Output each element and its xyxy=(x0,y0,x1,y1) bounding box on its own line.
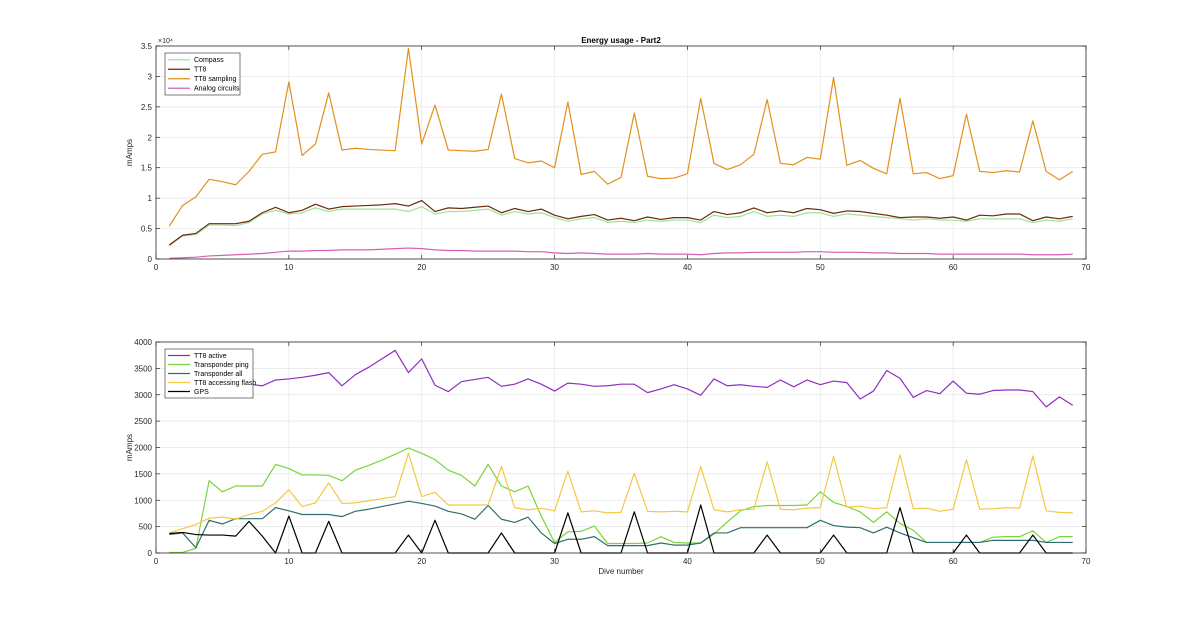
x-tick-label: 30 xyxy=(550,263,559,272)
y-tick-label: 0 xyxy=(148,549,153,558)
y-tick-label: 0.5 xyxy=(141,225,153,234)
legend-entry: TT8 sampling xyxy=(194,76,237,83)
legend-entry: TT8 accessing flash xyxy=(194,380,256,387)
top-axes: 0 10 20 30 40 50 60 70 0 0.5 1 1.5 2 2.5 3 3.5 Energy u… xyxy=(125,36,1091,272)
top-axes-frame xyxy=(155,45,1087,260)
x-tick-label: 10 xyxy=(284,557,293,566)
top-ticks: 0 10 20 30 40 50 60 70 0 0.5 1 1.5 2 2.5 3 3.5 xyxy=(141,42,1091,272)
y-tick-label: 0 xyxy=(148,255,153,264)
top-y-axis-label: mAmps xyxy=(125,139,134,166)
x-tick-label: 10 xyxy=(284,263,293,272)
y-tick-label: 1 xyxy=(148,194,153,203)
top-grid xyxy=(156,46,1086,259)
top-chart-title: Energy usage - Part2 xyxy=(581,36,661,45)
series-line-tt8 xyxy=(168,199,1073,246)
legend-entry: GPS xyxy=(194,389,209,396)
legend-entry: TT8 active xyxy=(194,353,227,360)
top-y-multiplier: ×10⁴ xyxy=(158,38,173,45)
y-tick-label: 1000 xyxy=(134,496,152,505)
bottom-y-axis-label: mAmps xyxy=(125,434,134,461)
top-series-group xyxy=(168,47,1074,259)
x-tick-label: 60 xyxy=(949,557,958,566)
y-tick-label: 3.5 xyxy=(141,42,153,51)
x-tick-label: 70 xyxy=(1082,557,1091,566)
series-line-tt8-active xyxy=(169,349,1074,408)
y-tick-label: 3500 xyxy=(134,364,152,373)
top-plot-area xyxy=(156,46,1086,259)
y-tick-label: 1.5 xyxy=(141,164,153,173)
bottom-axes: 0 10 20 30 40 50 60 70 0 500 1000 1500 2000 2500 3000 3… xyxy=(125,338,1091,576)
bottom-grid xyxy=(156,342,1086,553)
x-tick-label: 40 xyxy=(683,263,692,272)
bottom-x-axis-label: Dive number xyxy=(598,567,644,576)
y-tick-label: 4000 xyxy=(134,338,152,347)
legend-entry: Analog circuits xyxy=(194,86,240,93)
series-line-tt8-sampling xyxy=(168,47,1074,227)
y-tick-label: 2.5 xyxy=(141,103,153,112)
series-line-analog-circuits xyxy=(169,247,1073,259)
x-tick-label: 0 xyxy=(154,263,159,272)
y-tick-label: 2000 xyxy=(134,444,152,453)
x-tick-label: 70 xyxy=(1082,263,1091,272)
y-tick-label: 3 xyxy=(148,72,153,81)
y-tick-label: 2500 xyxy=(134,417,152,426)
x-tick-label: 50 xyxy=(816,263,825,272)
bottom-legend: TT8 active Transponder ping Transponder al… xyxy=(164,348,256,399)
series-line-transponder-ping xyxy=(169,447,1073,554)
legend-entry: Transponder ping xyxy=(194,362,249,369)
series-line-compass xyxy=(168,206,1073,247)
bottom-ticks: 0 10 20 30 40 50 60 70 0 500 1000 1500 2000 2500 3000 3… xyxy=(134,338,1091,566)
x-tick-label: 30 xyxy=(550,557,559,566)
x-tick-label: 0 xyxy=(154,557,159,566)
x-tick-label: 20 xyxy=(417,557,426,566)
y-tick-label: 1500 xyxy=(134,470,152,479)
legend-entry: TT8 xyxy=(194,67,207,74)
series-line-tt8-accessing-flash xyxy=(169,452,1073,534)
top-legend: Compass TT8 TT8 sampling Analog circuits xyxy=(164,52,241,96)
x-tick-label: 60 xyxy=(949,263,958,272)
x-tick-label: 20 xyxy=(417,263,426,272)
x-tick-label: 50 xyxy=(816,557,825,566)
y-tick-label: 2 xyxy=(148,133,153,142)
legend-entry: Compass xyxy=(194,57,224,64)
x-tick-label: 40 xyxy=(683,557,692,566)
series-line-transponder-all xyxy=(169,500,1073,549)
y-tick-label: 500 xyxy=(139,523,153,532)
legend-entry: Transponder all xyxy=(194,371,243,378)
y-tick-label: 3000 xyxy=(134,391,152,400)
